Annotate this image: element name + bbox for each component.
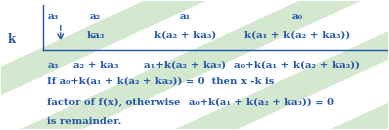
Text: ka₃: ka₃ <box>86 31 105 40</box>
Text: a₂ + ka₃: a₂ + ka₃ <box>73 60 118 70</box>
Text: k(a₂ + ka₃): k(a₂ + ka₃) <box>154 31 216 40</box>
Text: If a₀+k(a₁ + k(a₂ + ka₃)) = 0  then x -k is: If a₀+k(a₁ + k(a₂ + ka₃)) = 0 then x -k … <box>47 77 275 86</box>
Text: a₂: a₂ <box>90 12 101 21</box>
Text: a₃: a₃ <box>47 60 59 70</box>
Polygon shape <box>330 1 389 129</box>
Polygon shape <box>0 1 206 129</box>
Text: a₀+k(a₁ + k(a₂ + ka₃)): a₀+k(a₁ + k(a₂ + ka₃)) <box>234 60 360 70</box>
Text: a₁+k(a₂ + ka₃): a₁+k(a₂ + ka₃) <box>144 60 226 70</box>
Text: is remainder.: is remainder. <box>47 117 121 126</box>
Text: a₃: a₃ <box>47 12 59 21</box>
Text: factor of f(x), otherwise: factor of f(x), otherwise <box>47 98 184 107</box>
Text: k: k <box>7 33 16 46</box>
Text: a₀: a₀ <box>292 12 303 21</box>
Polygon shape <box>20 1 361 129</box>
Polygon shape <box>175 1 389 129</box>
Text: a₁: a₁ <box>179 12 190 21</box>
Text: k(a₁ + k(a₂ + ka₃)): k(a₁ + k(a₂ + ka₃)) <box>244 31 350 40</box>
Text: a₀+k(a₁ + k(a₂ + ka₃)) = 0: a₀+k(a₁ + k(a₂ + ka₃)) = 0 <box>189 98 334 107</box>
